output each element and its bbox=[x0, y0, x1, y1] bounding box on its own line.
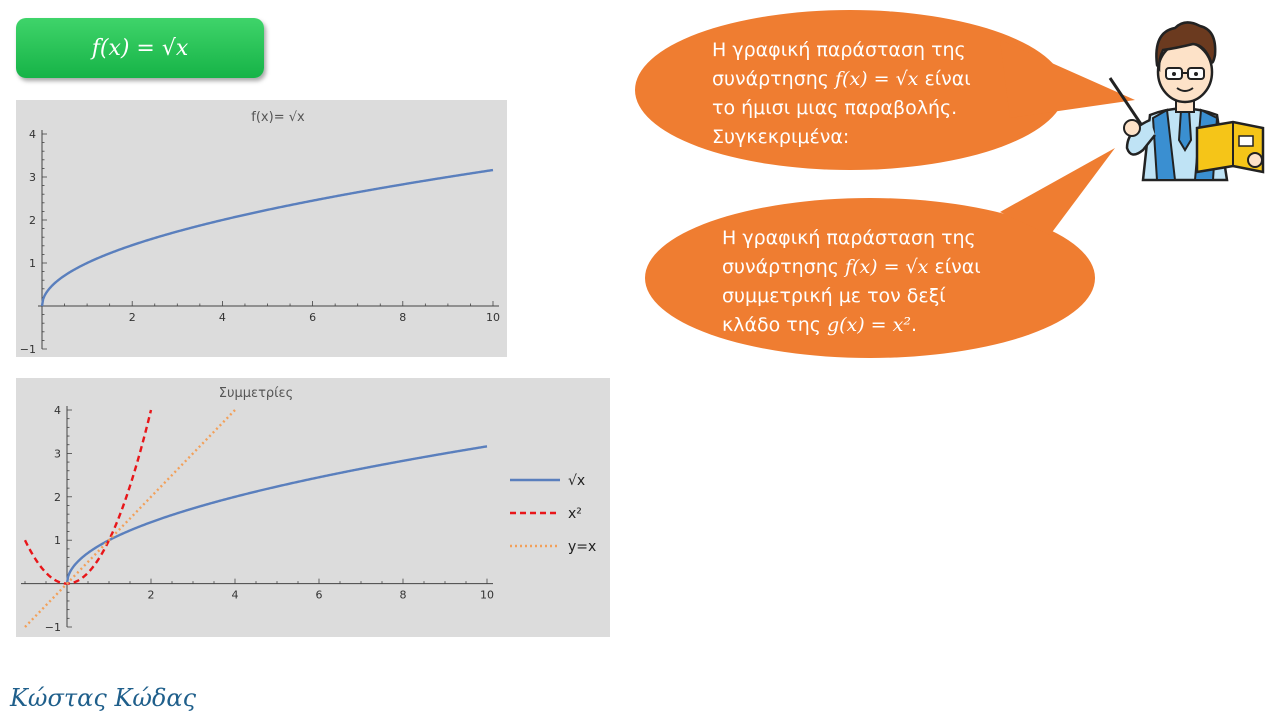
author-signature: Κώστας Κώδας bbox=[10, 684, 197, 712]
y-tick-label: 2 bbox=[54, 491, 61, 504]
symmetry-plot: Συμμετρίες 2 4 6 8 10 −1 1 2 3 4 √x x² y=x bbox=[16, 378, 610, 637]
symmetry-plot-svg: Συμμετρίες 2 4 6 8 10 −1 1 2 3 4 √x x² y=x bbox=[21, 386, 596, 634]
x-tick-label: 10 bbox=[486, 311, 500, 324]
series-line-square bbox=[23, 409, 153, 585]
y-tick-label: 4 bbox=[29, 128, 36, 141]
x-tick-label: 8 bbox=[400, 589, 407, 602]
series-line-sqrt bbox=[40, 168, 494, 307]
y-tick-label: 4 bbox=[54, 404, 61, 417]
plot-title: Συμμετρίες bbox=[219, 386, 293, 401]
bubble-top-line2: συνάρτησης f(x) = √x είναι bbox=[712, 68, 971, 90]
y-tick-label: 2 bbox=[29, 214, 36, 227]
sqrt-plot: f(x)= √x 2 4 6 8 10 −1 1 2 3 4 bbox=[16, 100, 507, 357]
bubble-bottom-line2: συνάρτησης f(x) = √x είναι bbox=[722, 256, 981, 278]
bubble-top-line4: Συγκεκριμένα: bbox=[712, 126, 850, 148]
bubble-bottom-line4: κλάδο της g(x) = x². bbox=[722, 314, 918, 336]
bubble-top-line1: Η γραφική παράσταση της bbox=[712, 39, 966, 61]
bubble-top-line3: το ήμισι μιας παραβολής. bbox=[712, 97, 958, 119]
series-line-sqrt bbox=[65, 445, 488, 584]
formula-text: f(x) = √x bbox=[91, 35, 189, 61]
legend-label: x² bbox=[568, 506, 582, 522]
x-tick-label: 4 bbox=[219, 311, 226, 324]
teacher-illustration bbox=[1108, 21, 1265, 182]
x-tick-label: 6 bbox=[309, 311, 316, 324]
series-line-identity bbox=[24, 409, 236, 628]
x-tick-label: 2 bbox=[148, 589, 155, 602]
x-tick-label: 8 bbox=[399, 311, 406, 324]
legend-label: √x bbox=[568, 473, 585, 489]
x-tick-label: 10 bbox=[480, 589, 494, 602]
y-tick-label: −1 bbox=[20, 343, 36, 356]
bubble-bottom-line1: Η γραφική παράσταση της bbox=[722, 227, 976, 249]
y-tick-label: 1 bbox=[29, 257, 36, 270]
y-tick-label: −1 bbox=[45, 621, 61, 634]
bubble-bottom-text: Η γραφική παράσταση της συνάρτησης f(x) … bbox=[722, 224, 981, 340]
y-tick-label: 3 bbox=[29, 171, 36, 184]
x-tick-label: 4 bbox=[232, 589, 239, 602]
bubble-bottom-line3: συμμετρική με τον δεξί bbox=[722, 285, 946, 307]
x-tick-label: 6 bbox=[316, 589, 323, 602]
y-tick-label: 1 bbox=[54, 534, 61, 547]
legend-label: y=x bbox=[568, 539, 596, 555]
formula-header: f(x) = √x bbox=[16, 18, 264, 78]
sqrt-plot-svg: f(x)= √x 2 4 6 8 10 −1 1 2 3 4 bbox=[20, 110, 500, 356]
plot-title: f(x)= √x bbox=[251, 110, 305, 125]
x-tick-label: 2 bbox=[129, 311, 136, 324]
bubble-top-text: Η γραφική παράσταση της συνάρτησης f(x) … bbox=[712, 36, 971, 152]
y-tick-label: 3 bbox=[54, 447, 61, 460]
